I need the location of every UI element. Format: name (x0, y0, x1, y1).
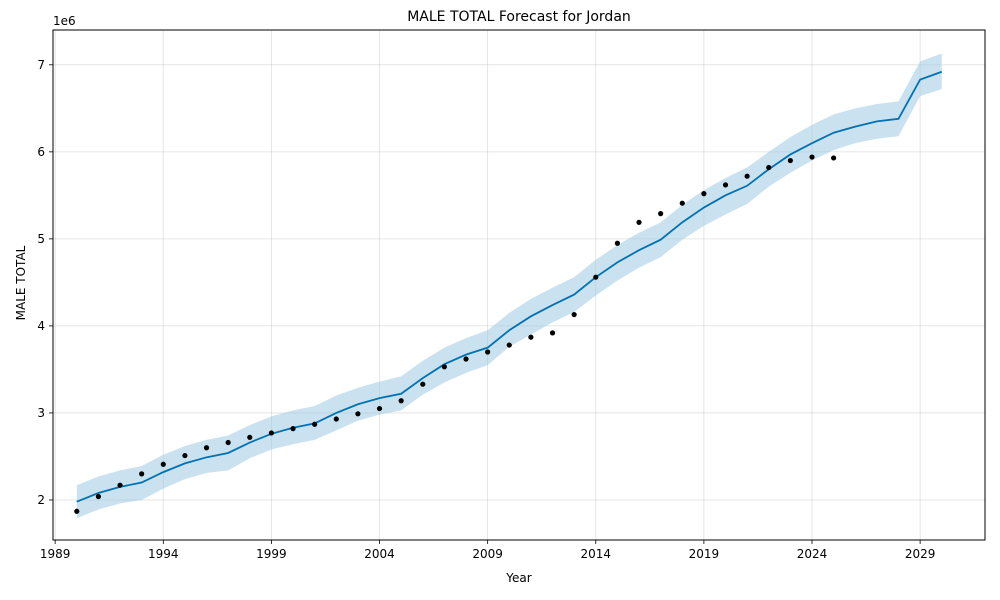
observed-point (679, 200, 685, 206)
x-tick-label: 1989 (40, 547, 71, 561)
observed-point (355, 411, 361, 417)
observed-point (744, 173, 750, 179)
observed-point (139, 471, 145, 477)
forecast-line (76, 70, 943, 503)
y-tick-label: 6 (37, 145, 45, 159)
y-axis-ticks: 2 3 4 5 6 7 (37, 58, 53, 507)
observed-point (831, 155, 837, 161)
y-tick-label: 2 (37, 493, 45, 507)
observed-point (225, 439, 231, 446)
x-tick-label: 2014 (580, 547, 611, 561)
observed-point (766, 164, 772, 171)
x-axis-ticks: 1989 1994 1999 2004 2009 2014 2019 2024 2029 (40, 540, 936, 561)
x-tick-label: 2004 (364, 547, 395, 561)
x-tick-label: 2009 (472, 547, 503, 561)
observed-point (398, 398, 404, 404)
y-tick-label: 7 (37, 58, 45, 72)
x-axis-label: Year (505, 571, 531, 585)
observed-point (95, 493, 102, 500)
observed-point (636, 219, 642, 225)
observed-point (441, 364, 447, 370)
y-tick-label: 4 (37, 319, 45, 333)
observed-point (463, 356, 469, 362)
x-tick-label: 2024 (797, 547, 828, 561)
observed-point (506, 342, 512, 348)
observed-point (528, 334, 534, 340)
observed-point (420, 381, 426, 387)
observed-point (247, 434, 253, 440)
x-tick-label: 2019 (689, 547, 720, 561)
y-offset-label: 1e6 (53, 14, 76, 28)
observed-point (333, 416, 339, 422)
observed-point (268, 430, 274, 436)
observed-point (74, 508, 80, 514)
observed-point (117, 482, 123, 488)
observed-point (312, 421, 318, 427)
observed-point (593, 274, 599, 280)
forecast-line-group (76, 70, 943, 503)
observed-point (701, 191, 707, 197)
y-axis-label: MALE TOTAL (14, 245, 28, 320)
observed-point (160, 461, 166, 467)
y-tick-label: 3 (37, 406, 45, 420)
observed-point (182, 452, 188, 459)
observed-point (376, 405, 383, 412)
y-tick-label: 5 (37, 232, 45, 246)
observed-point (658, 211, 664, 217)
observed-point (203, 445, 210, 451)
observed-point (485, 349, 491, 355)
observed-point (722, 182, 729, 188)
observed-point (809, 154, 815, 160)
chart-title: MALE TOTAL Forecast for Jordan (407, 9, 631, 25)
x-tick-label: 2029 (905, 547, 936, 561)
observed-point (549, 330, 556, 336)
observed-point (787, 157, 793, 164)
observed-point (571, 311, 577, 318)
observed-point (290, 426, 296, 432)
x-tick-label: 1994 (148, 547, 179, 561)
observed-points (74, 154, 837, 514)
plot-frame (52, 29, 986, 541)
observed-point (614, 240, 620, 246)
x-tick-label: 1999 (256, 547, 287, 561)
